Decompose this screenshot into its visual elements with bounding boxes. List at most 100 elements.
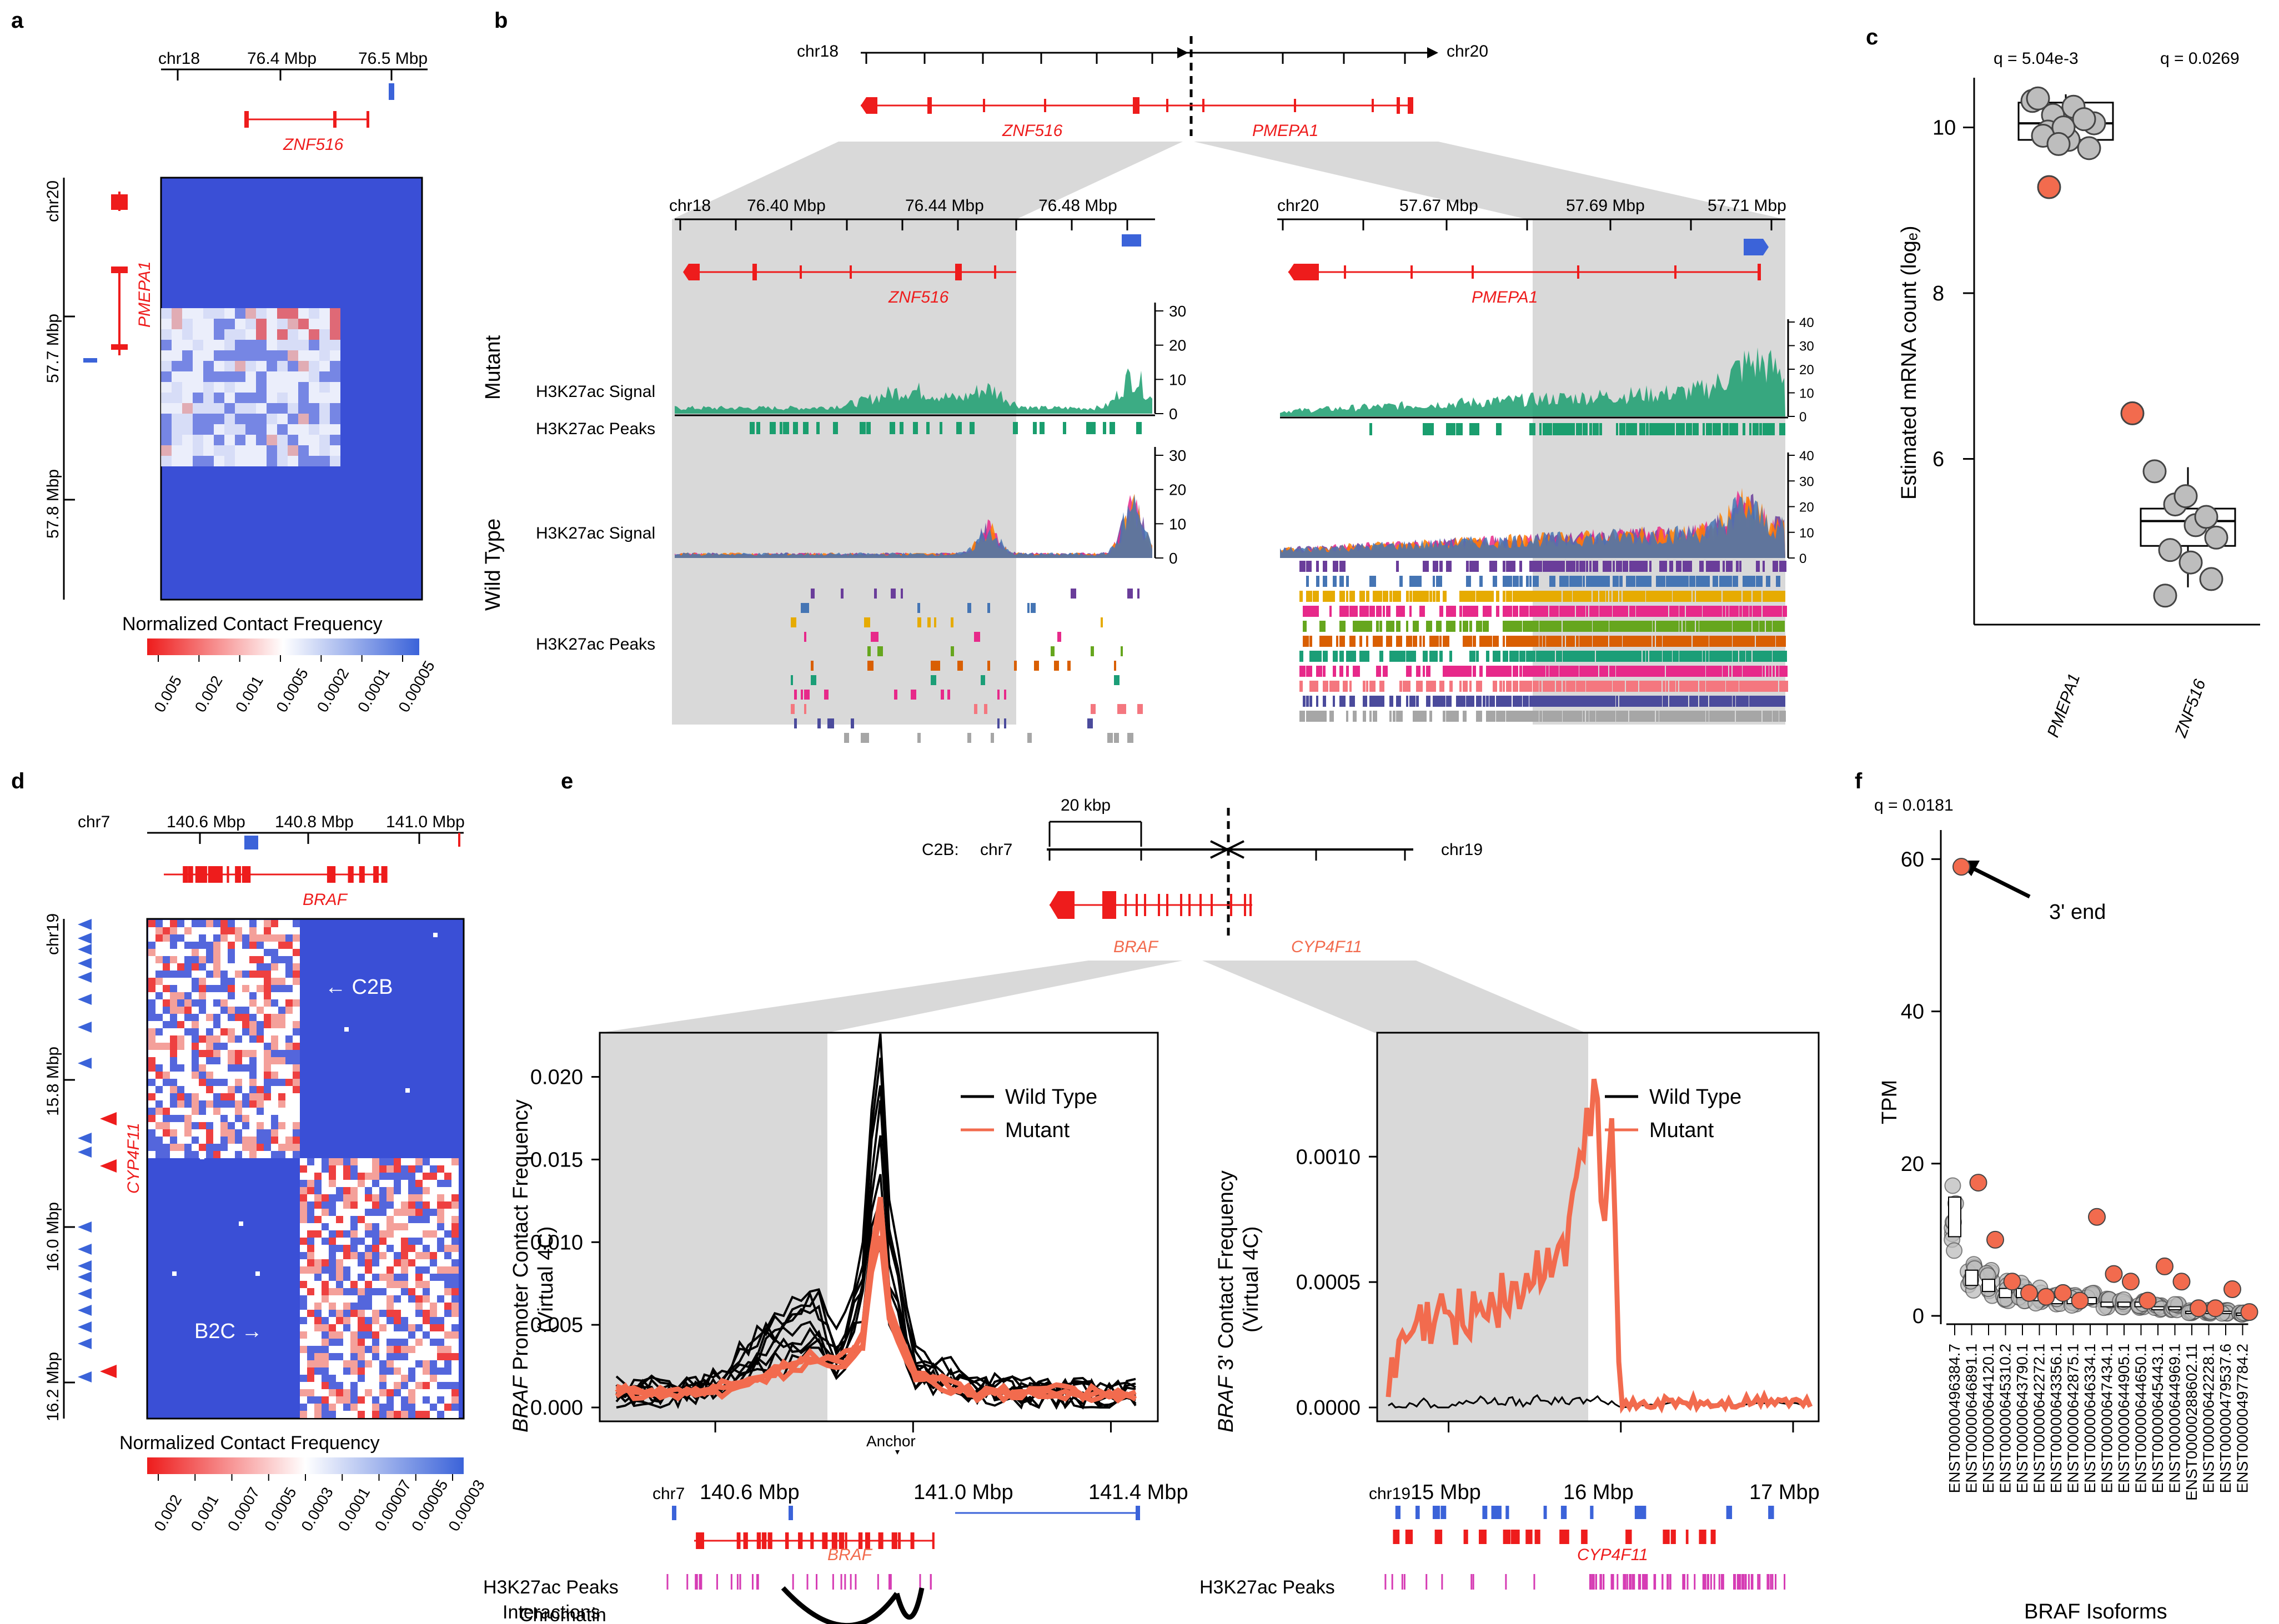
heatmap-cell (163, 1007, 170, 1014)
heatmap-cell (314, 1252, 322, 1259)
heatmap-cell (206, 1100, 213, 1108)
heatmap-cell (199, 999, 206, 1007)
wt-peak-right (1593, 666, 1597, 677)
wt-peak-right (1563, 666, 1566, 677)
wt-peak-right (1389, 696, 1393, 707)
wt-peak-right (1529, 606, 1535, 617)
wt-peak-left (934, 661, 940, 671)
wt-peak-right (1646, 621, 1651, 632)
peak-mark (686, 1574, 689, 1590)
wt-peak-left (951, 646, 954, 656)
heatmap-cell (358, 1201, 365, 1209)
heatmap-cell (277, 329, 288, 340)
wt-peak-right (1386, 621, 1391, 632)
heatmap-cell (214, 445, 224, 456)
wt-peak-right (1539, 636, 1542, 647)
wt-peak-right (1566, 606, 1570, 617)
heatmap-cell (314, 1317, 322, 1324)
heatmap-cell (199, 978, 206, 985)
heatmap-cell (415, 1375, 423, 1382)
mutant-peak-right (1666, 423, 1671, 435)
wt-peak-right (1486, 636, 1489, 647)
heatmap-cell (257, 1072, 264, 1079)
heatmap-cell (372, 1238, 379, 1245)
wt-peak-right (1629, 681, 1633, 692)
heatmap-cell (177, 1122, 184, 1129)
wt-peak-right (1579, 561, 1585, 572)
heatmap-cell (278, 1079, 285, 1086)
peak-mark (1745, 1574, 1747, 1590)
wt-peak-right (1569, 696, 1573, 707)
heatmap-cell (199, 1028, 206, 1035)
heatmap-cell (343, 1201, 350, 1209)
heatmap-cell (267, 329, 277, 340)
wt-peak-right (1689, 576, 1695, 587)
wt-peak-right (1393, 651, 1398, 662)
wt-peak-right (1769, 696, 1775, 707)
wt-peak-right (1673, 681, 1675, 692)
wt-peak-right (1683, 666, 1687, 677)
heatmap-cell (184, 927, 192, 934)
wt-peak-right (1589, 681, 1595, 692)
wt-peak-right (1683, 651, 1689, 662)
wt-peak-right (1433, 681, 1436, 692)
heatmap-cell (329, 1252, 336, 1259)
heatmap-cell (336, 1288, 343, 1295)
panel-label-c: c (1866, 25, 1878, 49)
heatmap-cell (177, 1050, 184, 1057)
heatmap-cell (235, 927, 242, 934)
heatmap-cell (300, 1238, 307, 1245)
wt-peak-right (1539, 651, 1543, 662)
heatmap-cell (235, 1035, 242, 1043)
wt-peak-right (1723, 561, 1725, 572)
colorbar-tick-label: 0.0007 (224, 1484, 263, 1534)
mutant-peak-left (756, 422, 760, 434)
wt-peak-left (794, 690, 797, 700)
colorbar-tick-label: 0.001 (232, 673, 267, 715)
heatmap-cell (288, 424, 298, 435)
wt-peak-right (1606, 711, 1612, 722)
wt-peak-left (1114, 661, 1116, 671)
wt-peak-right (1329, 591, 1335, 602)
wt-peak-right (1613, 621, 1619, 632)
heatmap-cell (228, 927, 235, 934)
heatmap-cell (430, 1158, 437, 1165)
heatmap-cell (430, 1274, 437, 1281)
heatmap-cell (228, 1151, 235, 1158)
heatmap-cell (249, 1035, 257, 1043)
heatmap-cell (271, 1129, 278, 1137)
heatmap-cell (444, 1187, 451, 1194)
wt-peak-right (1496, 591, 1499, 602)
heatmap-cell (199, 1035, 206, 1043)
heatmap-cell (386, 1230, 394, 1238)
wt-peak-right (1623, 711, 1628, 722)
heatmap-cell (319, 361, 330, 371)
heatmap-cell (379, 1382, 386, 1389)
wt-peak-right (1536, 621, 1539, 632)
wt-peak-right (1686, 651, 1691, 662)
wt-peak-right (1753, 711, 1759, 722)
heatmap-cell (228, 1137, 235, 1144)
heatmap-cell (235, 1144, 242, 1151)
e-right-gene-label: CYP4F11 (1577, 1546, 1648, 1564)
heatmap-cell (309, 414, 319, 424)
heatmap-cell (314, 1216, 322, 1223)
heatmap-cell (408, 1295, 415, 1303)
wt-peak-right (1566, 561, 1572, 572)
wt-peak-right (1309, 681, 1315, 692)
heatmap-cell (277, 350, 288, 361)
f-point-mutant (1952, 858, 1970, 876)
heatmap-cell (408, 1324, 415, 1331)
heatmap-cell (163, 971, 170, 978)
wt-peak-right (1619, 681, 1624, 692)
gene-exon (1590, 1506, 1594, 1519)
wt-peak-right (1606, 606, 1611, 617)
wt-peak-right (1679, 621, 1681, 632)
wt-peak-right (1569, 591, 1572, 602)
heatmap-cell (314, 1259, 322, 1266)
wt-peak-right (1663, 606, 1667, 617)
gene-exon (195, 866, 200, 883)
heatmap-cell (394, 1238, 401, 1245)
peak-mark (1593, 1574, 1595, 1590)
